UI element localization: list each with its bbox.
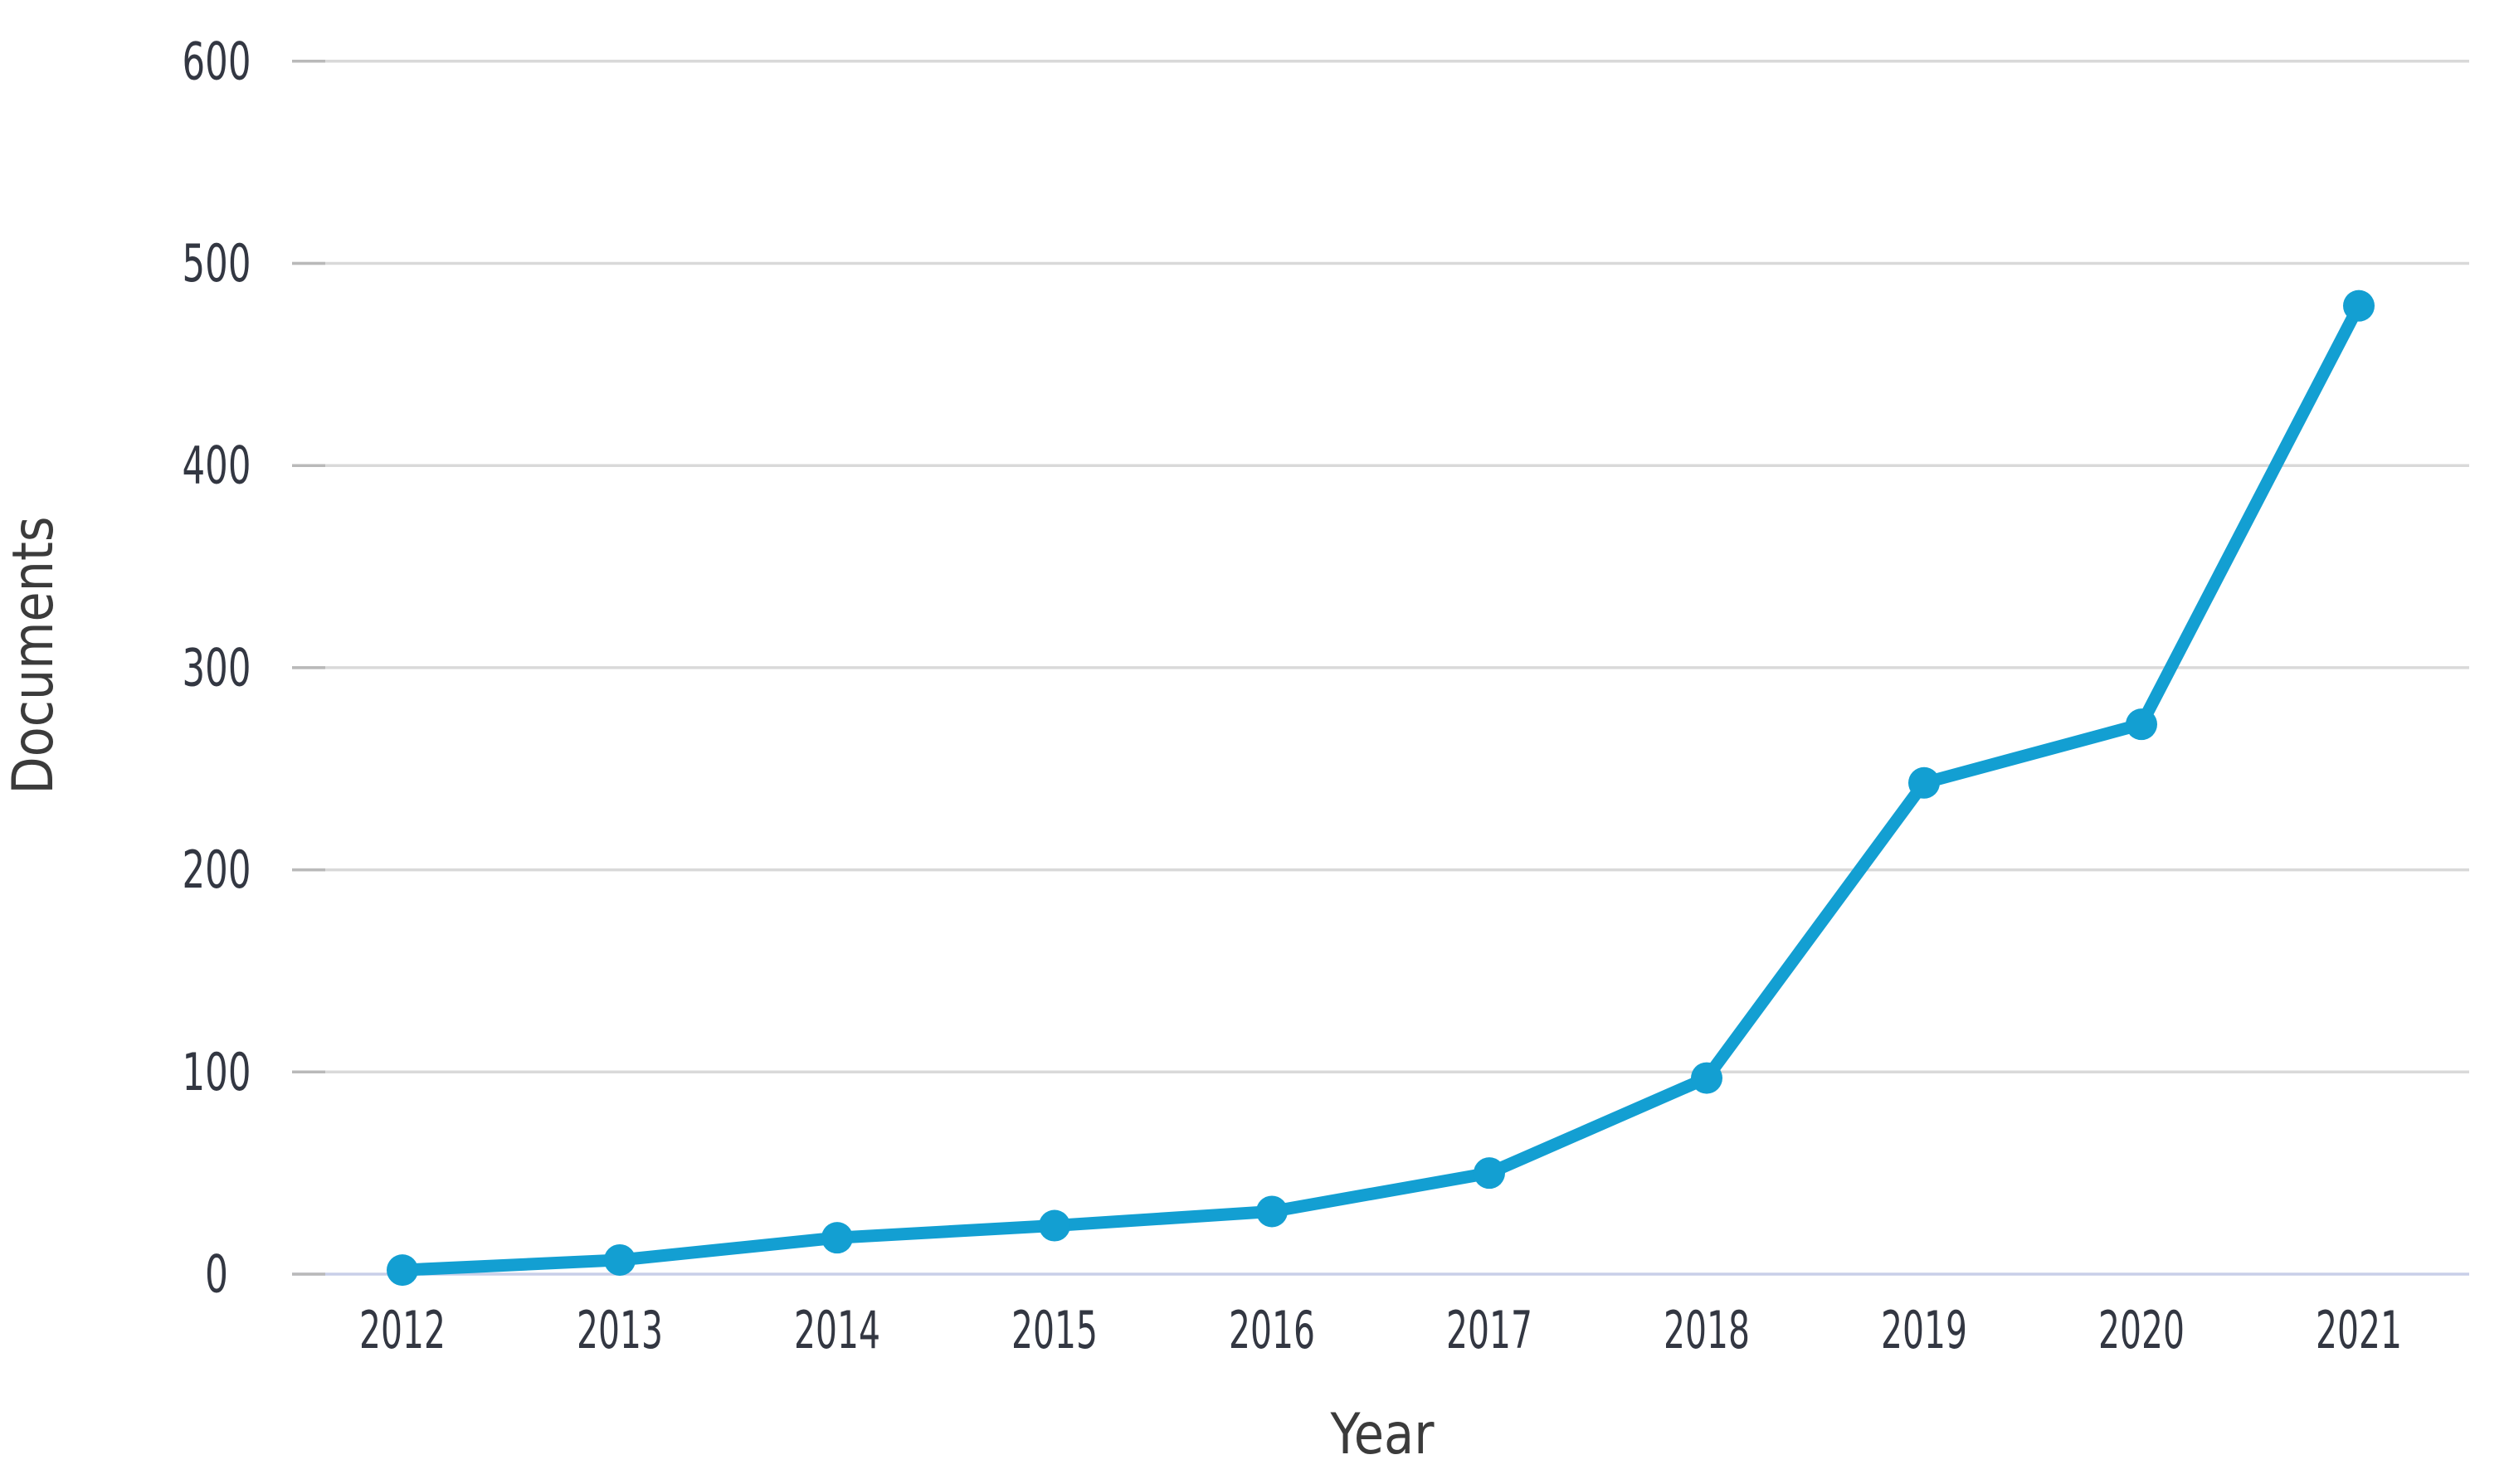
- series-group: [387, 290, 2375, 1287]
- x-axis-title: Year: [1330, 1402, 1435, 1467]
- data-point-2016: [1256, 1195, 1288, 1228]
- data-point-2019: [1908, 766, 1940, 799]
- x-tick-label-2018: 2018: [1664, 1300, 1750, 1360]
- data-point-2017: [1474, 1157, 1505, 1190]
- gridlines-group: [292, 60, 2469, 1276]
- x-tick-label-2015: 2015: [1011, 1300, 1098, 1360]
- data-point-2012: [387, 1254, 418, 1287]
- x-tick-label-2019: 2019: [1881, 1300, 1967, 1360]
- data-point-2013: [604, 1243, 636, 1276]
- x-tick-label-2016: 2016: [1229, 1300, 1315, 1360]
- data-point-2015: [1039, 1209, 1070, 1242]
- y-tick-label-600: 600: [183, 31, 251, 91]
- x-tick-label-2021: 2021: [2316, 1300, 2402, 1360]
- x-tick-label-2013: 2013: [577, 1300, 663, 1360]
- x-tick-label-2012: 2012: [359, 1300, 446, 1360]
- y-tick-label-500: 500: [183, 233, 251, 294]
- y-tick-label-300: 300: [183, 637, 251, 698]
- x-tick-label-2014: 2014: [794, 1300, 880, 1360]
- data-point-2014: [821, 1222, 853, 1254]
- y-tick-label-200: 200: [183, 839, 251, 900]
- data-point-2018: [1691, 1062, 1722, 1094]
- y-tick-label-400: 400: [183, 435, 251, 496]
- data-point-2021: [2343, 290, 2375, 322]
- x-tick-label-2020: 2020: [2098, 1300, 2185, 1360]
- x-tick-label-2017: 2017: [1446, 1300, 1532, 1360]
- data-point-2020: [2126, 708, 2157, 741]
- y-tick-label-0: 0: [205, 1244, 228, 1305]
- line-series-documents: [396, 299, 2365, 1277]
- y-tick-label-100: 100: [183, 1042, 251, 1102]
- y-axis-title: Documents: [1, 517, 66, 795]
- tick-labels-group: 0 100 200 300 400 500 600 2012 2013 2014 2015 2016 2…: [183, 31, 2403, 1360]
